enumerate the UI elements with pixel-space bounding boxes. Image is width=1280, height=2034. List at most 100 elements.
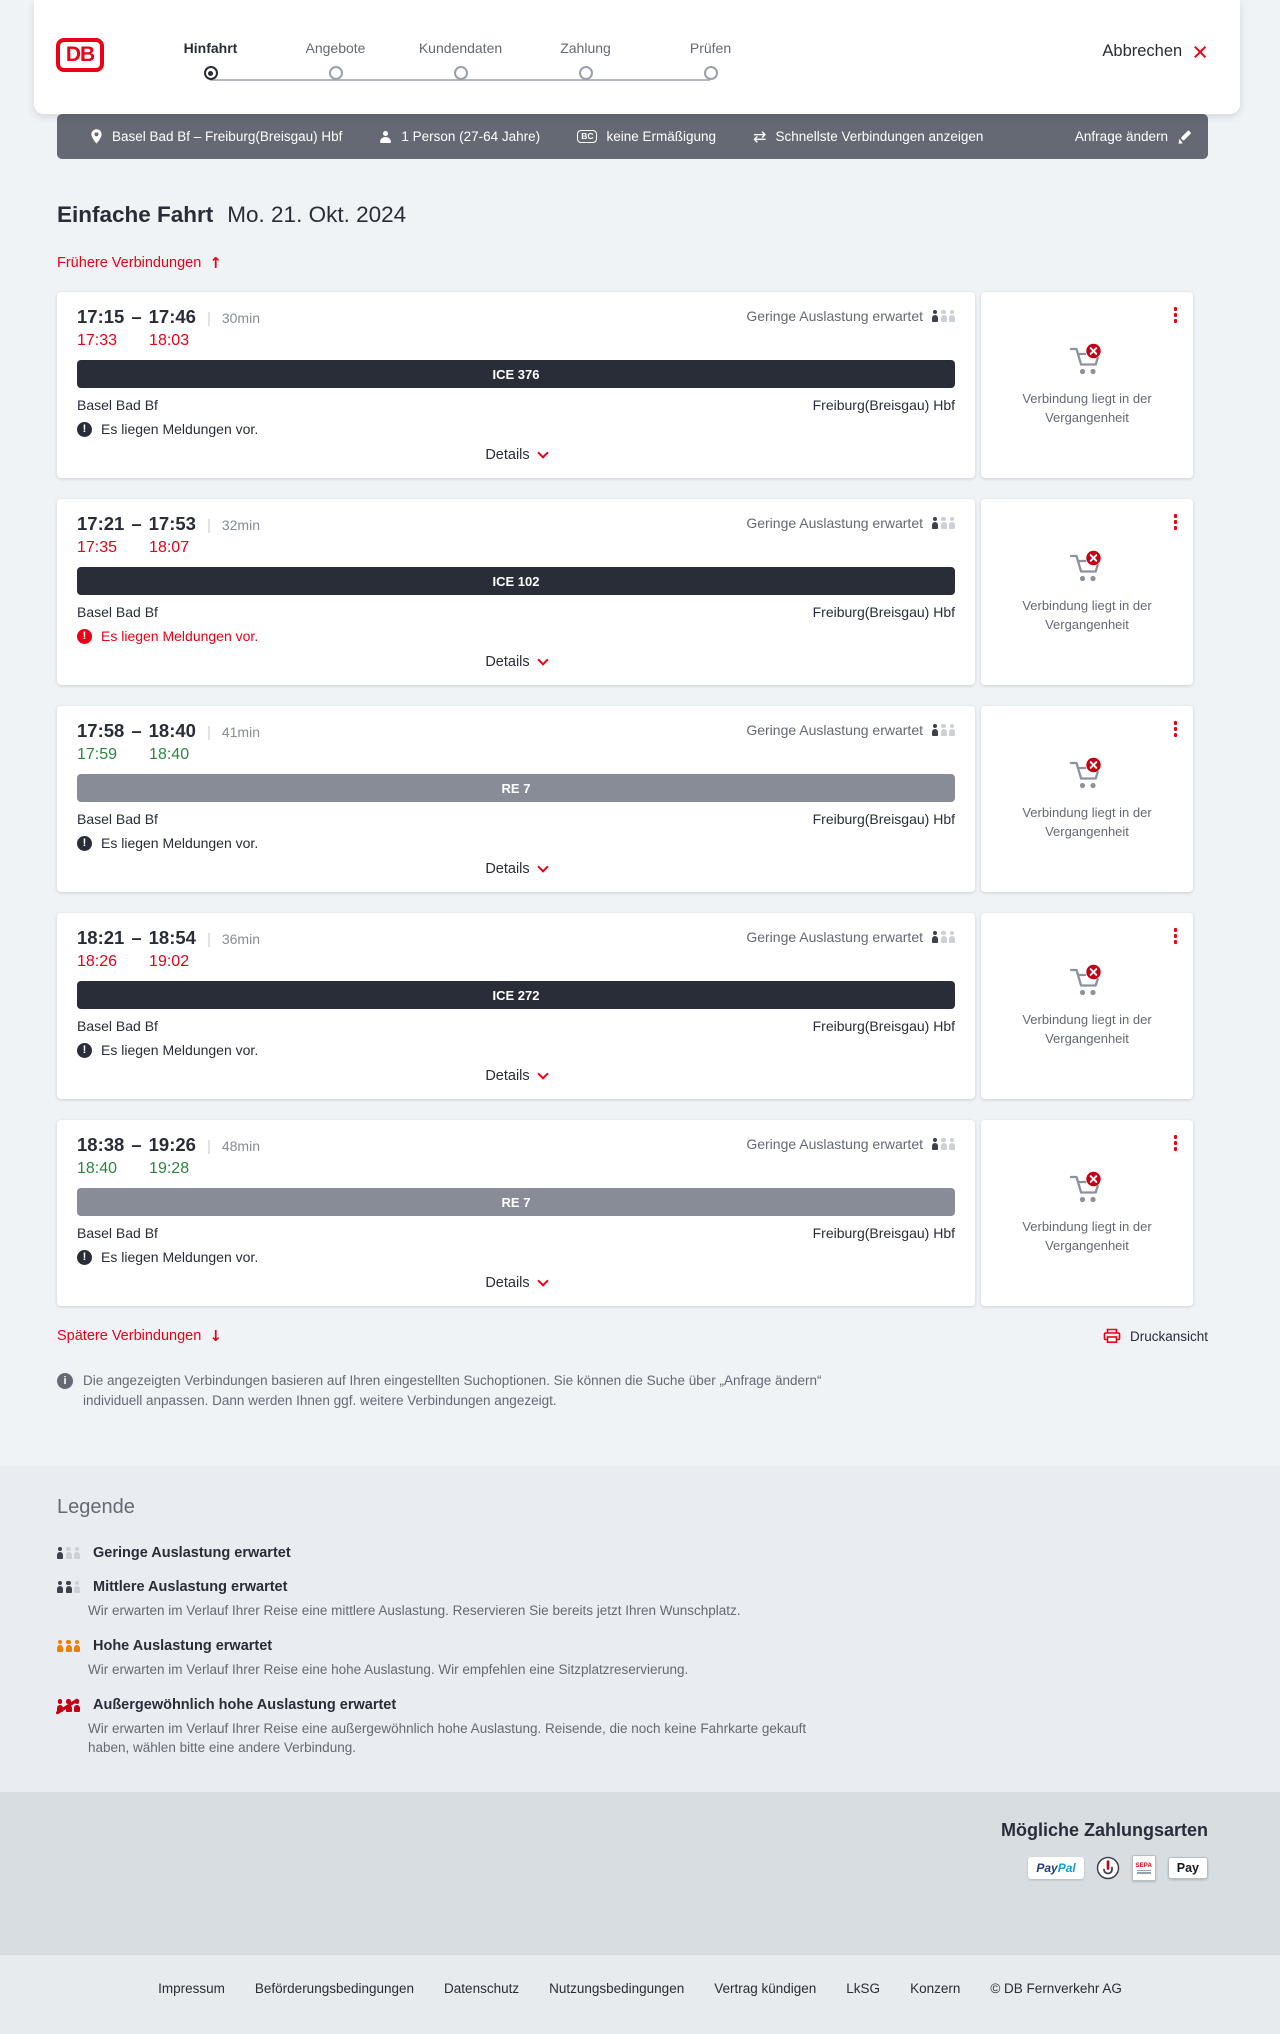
occupancy-label: Geringe Auslastung erwartet <box>746 308 923 324</box>
train-banner[interactable]: RE 7 <box>77 1188 955 1216</box>
stepper-step-label: Angebote <box>305 40 366 56</box>
db-logo[interactable]: DB <box>56 38 104 72</box>
more-options-button[interactable] <box>1171 511 1181 533</box>
stepper-step[interactable]: Angebote <box>273 40 398 80</box>
past-connection-note: Verbindung liegt in der Vergangenheit <box>1022 805 1152 839</box>
time-separator: – <box>131 306 142 327</box>
paypal-badge: Pay Pal <box>1028 1857 1084 1879</box>
booking-status-card: Verbindung liegt in der Vergangenheit <box>981 913 1193 1099</box>
occupancy-icon <box>57 1547 80 1560</box>
cancel-button[interactable]: Abbrechen × <box>1102 38 1208 65</box>
later-connections-link[interactable]: Spätere Verbindungen ↓ <box>57 1327 222 1345</box>
origin-station: Basel Bad Bf <box>77 1225 158 1241</box>
stepper-step[interactable]: Prüfen <box>648 40 773 80</box>
arrow-down-icon: ↓ <box>209 1327 222 1345</box>
footer: Impressum Beförderungsbedingungen Datens… <box>0 1955 1280 2034</box>
duration: 48min <box>221 1138 260 1154</box>
results-section: DB Hinfahrt Angebote Kundendaten <box>0 0 1280 1466</box>
info-icon: i <box>57 1373 73 1389</box>
details-toggle[interactable]: Details <box>485 861 549 877</box>
stepper-step-label: Hinfahrt <box>183 40 238 56</box>
station-names: Basel Bad Bf Freiburg(Breisgau) Hbf <box>77 604 955 620</box>
realtime-departure: 18:26 <box>77 953 118 970</box>
station-names: Basel Bad Bf Freiburg(Breisgau) Hbf <box>77 1018 955 1034</box>
train-label: RE 7 <box>501 780 531 796</box>
duration: 41min <box>221 724 260 740</box>
message-row: Es liegen Meldungen vor. <box>77 421 955 437</box>
more-options-button[interactable] <box>1171 304 1181 326</box>
details-toggle[interactable]: Details <box>485 447 549 463</box>
realtime-arrival: 18:07 <box>149 539 190 556</box>
realtime-arrival: 18:03 <box>149 332 190 349</box>
duration-divider: | <box>206 931 211 948</box>
earlier-connections-link[interactable]: Frühere Verbindungen ↑ <box>57 254 222 272</box>
stepper-step[interactable]: Kundendaten <box>398 40 523 80</box>
legend-item-description: Wir erwarten im Verlauf Ihrer Reise eine… <box>88 1721 807 1755</box>
details-toggle[interactable]: Details <box>485 1275 549 1291</box>
trip-type-title: Einfache Fahrt <box>57 202 214 227</box>
passenger-text: 1 Person (27-64 Jahre) <box>401 129 541 144</box>
connection-card: 18:38 – 19:26 | 48min Geringe Auslastung… <box>57 1120 975 1306</box>
connection-row: 17:58 – 18:40 | 41min Geringe Auslastung… <box>57 706 1208 892</box>
step-circle-icon <box>328 66 343 80</box>
fastest-connections-toggle[interactable]: ⇄ Schnellste Verbindungen anzeigen <box>753 128 983 145</box>
stepper-step[interactable]: Zahlung <box>523 40 648 80</box>
copyright-text: © DB Fernverkehr AG <box>990 1981 1122 1996</box>
details-toggle[interactable]: Details <box>485 654 549 670</box>
more-options-button[interactable] <box>1171 718 1181 740</box>
page-title: Einfache Fahrt Mo. 21. Okt. 2024 <box>57 202 1208 228</box>
realtime-departure: 17:59 <box>77 746 118 763</box>
edit-request-button[interactable]: Anfrage ändern <box>1075 129 1192 144</box>
route-summary: Basel Bad Bf – Freiburg(Breisgau) Hbf <box>90 128 342 145</box>
later-connections-label: Spätere Verbindungen <box>57 1328 202 1344</box>
later-row: Spätere Verbindungen ↓ Druckansicht <box>57 1327 1208 1345</box>
footer-link[interactable]: Vertrag kündigen <box>714 1981 817 1996</box>
footer-link[interactable]: LkSG <box>846 1981 881 1996</box>
footer-link[interactable]: Nutzungsbedingungen <box>549 1981 685 1996</box>
destination-station: Freiburg(Breisgau) Hbf <box>812 811 955 827</box>
stepper-step[interactable]: Hinfahrt <box>148 40 273 80</box>
departure-time: 17:58 <box>77 720 125 741</box>
stepper-connector-line <box>210 79 710 81</box>
occupancy-low-icon <box>932 517 955 530</box>
realtime-departure: 17:33 <box>77 332 118 349</box>
origin-station: Basel Bad Bf <box>77 1018 158 1034</box>
arrival-time: 17:46 <box>148 306 196 327</box>
footer-link[interactable]: Datenschutz <box>444 1981 520 1996</box>
train-banner[interactable]: ICE 272 <box>77 981 955 1009</box>
scheduled-times: 18:38 – 19:26 | 48min <box>77 1134 260 1156</box>
legend-title: Legende <box>57 1496 135 1518</box>
train-label: ICE 376 <box>492 366 540 382</box>
more-options-button[interactable] <box>1171 1132 1181 1154</box>
realtime-departure: 18:40 <box>77 1160 118 1177</box>
footer-link[interactable]: Konzern <box>910 1981 961 1996</box>
occupancy-label: Geringe Auslastung erwartet <box>746 515 923 531</box>
footer-link[interactable]: Impressum <box>158 1981 225 1996</box>
footer-link[interactable]: Beförderungsbedingungen <box>254 1981 415 1996</box>
apple-pay-badge: Pay <box>1167 1857 1208 1879</box>
results-content: Einfache Fahrt Mo. 21. Okt. 2024 Frühere… <box>57 0 1208 1412</box>
legend-item: Außergewöhnlich hohe Auslastung erwartet… <box>57 1697 1208 1756</box>
chevron-down-icon <box>536 1275 549 1287</box>
train-label: ICE 102 <box>492 573 540 589</box>
more-options-button[interactable] <box>1171 925 1181 947</box>
occupancy-indicator: Geringe Auslastung erwartet <box>746 722 955 738</box>
exclamation-icon <box>77 421 92 437</box>
arrow-up-icon: ↑ <box>209 254 222 272</box>
print-view-button[interactable]: Druckansicht <box>1103 1328 1208 1344</box>
train-banner[interactable]: ICE 102 <box>77 567 955 595</box>
exclamation-icon <box>77 628 92 644</box>
cancel-label: Abbrechen <box>1102 42 1183 60</box>
legend-item: Hohe Auslastung erwartet Wir erwarten im… <box>57 1638 1208 1679</box>
origin-station: Basel Bad Bf <box>77 811 158 827</box>
connection-row: 17:15 – 17:46 | 30min Geringe Auslastung… <box>57 292 1208 478</box>
train-banner[interactable]: ICE 376 <box>77 360 955 388</box>
connection-row: 18:38 – 19:26 | 48min Geringe Auslastung… <box>57 1120 1208 1306</box>
step-circle-icon <box>578 66 593 80</box>
message-row: Es liegen Meldungen vor. <box>77 1249 955 1265</box>
details-toggle[interactable]: Details <box>485 1068 549 1084</box>
legend-section: Legende Geringe Auslastung erwartet Mitt… <box>0 1466 1280 1792</box>
duration-divider: | <box>206 1138 211 1155</box>
train-banner[interactable]: RE 7 <box>77 774 955 802</box>
pay-per-click-icon <box>1096 1856 1120 1880</box>
